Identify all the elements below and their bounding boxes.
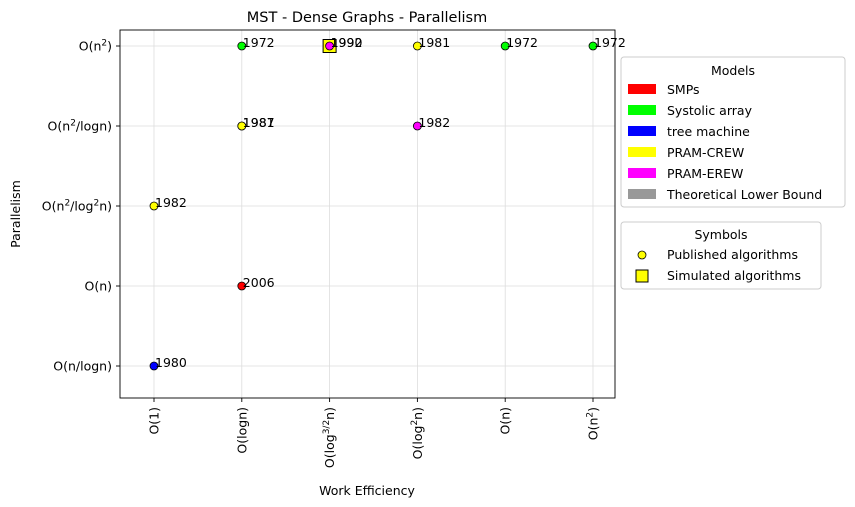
x-tick-label-o-n: O(n) bbox=[498, 407, 513, 435]
x-axis-label: Work Efficiency bbox=[319, 483, 415, 498]
point-label-1972: 1972 bbox=[506, 35, 538, 50]
y-axis-ticks: O(n/logn) O(n) O(n2/log2n) O(n2/logn) O(n2) bbox=[42, 39, 120, 374]
y-tick-label-o-n-2: O(n2) bbox=[79, 39, 112, 54]
point-published-1980 bbox=[149, 361, 159, 371]
legend-symbol-circle bbox=[637, 250, 647, 260]
point-published-1981 bbox=[237, 121, 247, 131]
legend-swatch-theoretical-lower-bound bbox=[628, 189, 656, 199]
x-tick-label-o-1: O(1) bbox=[147, 407, 162, 435]
x-tick-label-o-log-2-n: O(log2n) bbox=[410, 407, 425, 459]
point-label-1982: 1982 bbox=[418, 115, 450, 130]
legend-label-smps: SMPs bbox=[667, 82, 700, 97]
grid bbox=[120, 30, 615, 398]
y-axis-label: Parallelism bbox=[8, 180, 23, 248]
plot-area bbox=[119, 29, 616, 399]
legend-swatch-smps bbox=[628, 84, 656, 94]
point-label-1981: 1981 bbox=[418, 35, 450, 50]
point-label-1981: 1981 bbox=[243, 115, 275, 130]
point-published-1972 bbox=[500, 41, 510, 51]
point-label-1972: 1972 bbox=[594, 35, 626, 50]
legend-symbol-square bbox=[635, 269, 649, 283]
x-axis-ticks: O(1) O(logn) O(log3/2n) O(log2n) O(n) O(n2) bbox=[147, 398, 601, 468]
legend-label-simulated-algorithms: Simulated algorithms bbox=[667, 268, 801, 283]
point-label-1980: 1980 bbox=[155, 355, 187, 370]
chart-title: MST - Dense Graphs - Parallelism bbox=[247, 10, 487, 26]
point-published-1982 bbox=[412, 121, 422, 131]
y-tick-label-o-n-2-logn: O(n2/logn) bbox=[48, 119, 112, 134]
x-tick-label-o-logn: O(logn) bbox=[234, 407, 249, 454]
legend-swatch-pram-erew bbox=[628, 168, 656, 178]
legend-label-theoretical-lower-bound: Theoretical Lower Bound bbox=[666, 187, 822, 202]
y-tick-label-o-n-2-log-2-n: O(n2/log2n) bbox=[42, 199, 112, 214]
point-published-1981 bbox=[412, 41, 422, 51]
y-tick-label-o-n: O(n) bbox=[84, 279, 112, 294]
legend-models-title: Models bbox=[711, 63, 755, 78]
point-label-1982: 1982 bbox=[155, 195, 187, 210]
legend-swatch-tree-machine bbox=[628, 126, 656, 136]
point-label-1992: 1992 bbox=[331, 35, 363, 50]
point-published-1972 bbox=[237, 41, 247, 51]
legend-models: Models SMPs Systolic array tree machine PRA… bbox=[620, 56, 846, 208]
point-label-2006: 2006 bbox=[243, 275, 275, 290]
y-tick-label-o-n-logn: O(n/logn) bbox=[53, 359, 112, 374]
point-label-1972: 1972 bbox=[243, 35, 275, 50]
point-label-1987: 1987 bbox=[243, 115, 275, 130]
legend-symbols: Symbols Published algorithms Simulated al… bbox=[620, 221, 822, 290]
legend-swatch-systolic-array bbox=[628, 105, 656, 115]
legend-symbols-title: Symbols bbox=[694, 227, 747, 242]
x-tick-label-o-log-3-2-n: O(log3/2n) bbox=[322, 407, 337, 468]
point-published-1982 bbox=[149, 201, 159, 211]
legend-label-tree-machine: tree machine bbox=[667, 124, 750, 139]
point-published-2006 bbox=[237, 281, 247, 291]
point-published-1990 bbox=[325, 41, 335, 51]
legend-label-pram-erew: PRAM-EREW bbox=[667, 166, 743, 181]
legend-swatch-pram-crew bbox=[628, 147, 656, 157]
legend-label-pram-crew: PRAM-CREW bbox=[667, 145, 744, 160]
legend-label-systolic-array: Systolic array bbox=[667, 103, 753, 118]
point-label-1990: 1990 bbox=[331, 35, 363, 50]
point-published-1972 bbox=[588, 41, 598, 51]
legend-label-published-algorithms: Published algorithms bbox=[667, 247, 798, 262]
x-tick-label-o-n-2: O(n2) bbox=[586, 407, 601, 440]
